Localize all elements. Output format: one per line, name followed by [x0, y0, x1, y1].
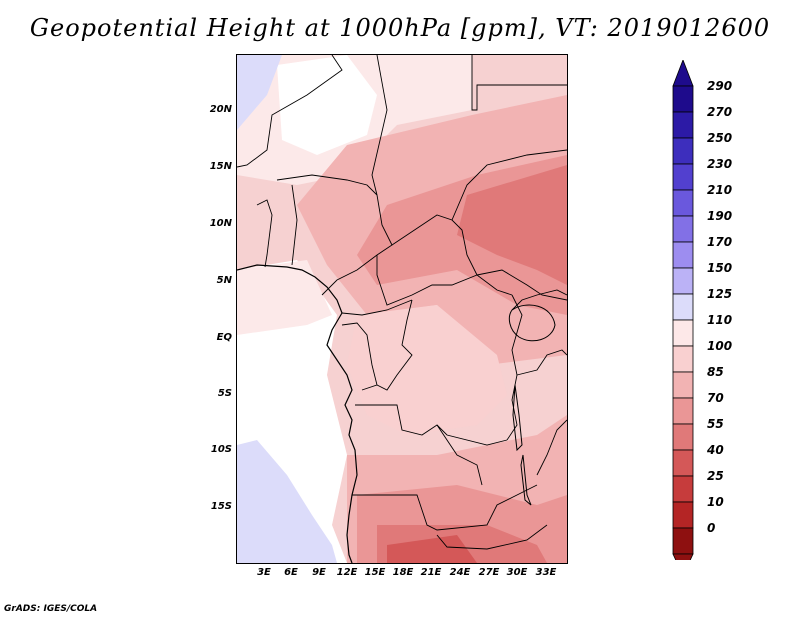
lon-label: 21E: [420, 567, 442, 578]
colorbar-segment: [672, 111, 694, 139]
colorbar-segment: [672, 371, 694, 399]
lakes: [508, 304, 556, 506]
colorbar-segment: [672, 189, 694, 217]
lat-label: 5N: [216, 275, 232, 286]
colorbar: [672, 60, 694, 560]
colorbar-top-arrow: [672, 60, 694, 87]
lat-label: 10N: [209, 218, 232, 229]
field-east-dark: [457, 165, 567, 285]
colorbar-segment: [672, 293, 694, 321]
footer-credit: GrADS: IGES/COLA: [4, 604, 98, 614]
lat-label: 5S: [217, 388, 232, 399]
coastline: [237, 264, 358, 563]
colorbar-label: 100: [707, 339, 733, 353]
colorbar-segment: [672, 267, 694, 295]
lon-label: 9E: [312, 567, 326, 578]
colorbar-segment: [672, 475, 694, 503]
field-gulf-pale: [237, 260, 332, 335]
colorbar-label: 10: [707, 495, 724, 509]
colorbar-label: 25: [707, 469, 724, 483]
colorbar-segment: [672, 423, 694, 451]
lon-label: 6E: [284, 567, 298, 578]
colorbar-segment: [672, 163, 694, 191]
colorbar-segment: [672, 449, 694, 477]
colorbar-segment: [672, 397, 694, 425]
colorbar-label: 190: [707, 209, 733, 223]
map-title: Geopotential Height at 1000hPa [gpm], VT…: [29, 14, 771, 42]
colorbar-label: 250: [707, 131, 733, 145]
colorbar-segment: [672, 241, 694, 269]
colorbar-bottom-arrow: [672, 553, 694, 560]
lat-label: 20N: [209, 104, 232, 115]
colorbar-segment: [672, 215, 694, 243]
lat-label: EQ: [216, 332, 232, 343]
colorbar-label: 150: [707, 261, 733, 275]
colorbar-segment: [672, 501, 694, 529]
field-sw-ocean: [237, 440, 337, 563]
country-borders: [237, 55, 567, 550]
colorbar-label: 270: [707, 105, 733, 119]
colorbar-label: 70: [707, 391, 724, 405]
map-canvas: [237, 55, 567, 563]
field-nw-ocean: [237, 55, 282, 130]
lon-label: 30E: [506, 567, 528, 578]
lon-label: 15E: [364, 567, 386, 578]
field-sahara-white: [277, 55, 377, 155]
colorbar-label: 170: [707, 235, 733, 249]
colorbar-label: 85: [707, 365, 724, 379]
colorbar-segment: [672, 137, 694, 165]
field-congo-pale: [347, 305, 507, 435]
colorbar-label: 40: [707, 443, 724, 457]
lon-label: 3E: [257, 567, 271, 578]
field-south-darkest: [387, 535, 477, 563]
map-panel: [236, 54, 568, 564]
colorbar-segment: [672, 345, 694, 373]
colorbar-label: 230: [707, 157, 733, 171]
colorbar-segment: [672, 527, 694, 555]
lon-label: 33E: [535, 567, 557, 578]
lon-label: 12E: [336, 567, 358, 578]
colorbar-segment: [672, 319, 694, 347]
lat-label: 15N: [209, 161, 232, 172]
lon-label: 18E: [392, 567, 414, 578]
colorbar-label: 290: [707, 79, 733, 93]
colorbar-segment: [672, 85, 694, 113]
colorbar-label: 125: [707, 287, 733, 301]
lat-label: 15S: [210, 501, 232, 512]
colorbar-label: 0: [707, 521, 716, 535]
lon-label: 24E: [449, 567, 471, 578]
lon-label: 27E: [478, 567, 500, 578]
lat-label: 10S: [210, 444, 232, 455]
colorbar-label: 110: [707, 313, 733, 327]
colorbar-label: 210: [707, 183, 733, 197]
colorbar-label: 55: [707, 417, 724, 431]
